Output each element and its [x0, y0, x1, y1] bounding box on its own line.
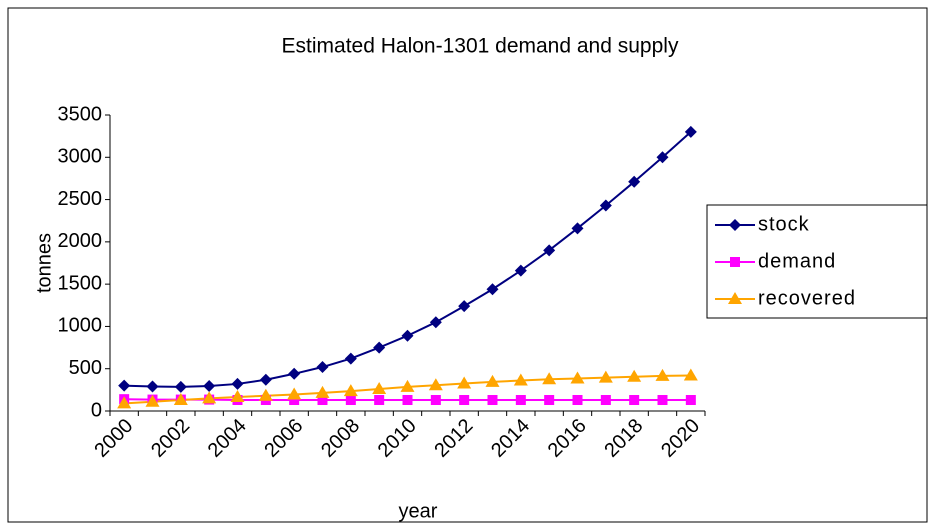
y-tick-label: 2000 — [58, 230, 103, 252]
marker — [118, 379, 131, 392]
marker — [146, 380, 159, 393]
y-tick-label: 1000 — [58, 315, 103, 337]
marker — [315, 385, 330, 398]
marker — [374, 395, 385, 406]
marker — [515, 395, 526, 406]
marker — [288, 367, 301, 380]
marker — [457, 376, 472, 389]
marker — [683, 368, 698, 381]
marker — [628, 175, 641, 188]
marker — [572, 395, 583, 406]
marker — [487, 395, 498, 406]
marker — [685, 395, 696, 406]
marker — [544, 395, 555, 406]
y-tick-label: 500 — [69, 357, 102, 379]
marker — [459, 395, 470, 406]
marker — [570, 371, 585, 384]
marker — [458, 300, 471, 313]
y-tick-label: 1500 — [58, 272, 103, 294]
marker — [486, 283, 499, 296]
marker — [629, 395, 640, 406]
chart-title: Estimated Halon-1301 demand and supply — [282, 35, 679, 58]
marker — [599, 199, 612, 212]
y-tick-label: 3500 — [58, 103, 103, 125]
marker — [684, 125, 697, 138]
marker — [174, 380, 187, 393]
marker — [258, 388, 273, 401]
legend-marker — [729, 219, 741, 231]
marker — [598, 370, 613, 383]
marker — [542, 372, 557, 385]
marker — [173, 393, 188, 406]
marker — [400, 379, 415, 392]
marker — [372, 382, 387, 395]
legend-label: demand — [758, 250, 836, 272]
marker — [514, 264, 527, 277]
marker — [656, 151, 669, 164]
legend: stock demand recovered — [706, 204, 928, 319]
y-tick-label: 2500 — [58, 188, 103, 210]
legend-marker — [728, 292, 742, 304]
marker — [571, 222, 584, 235]
marker — [117, 396, 132, 409]
marker — [513, 373, 528, 386]
marker — [373, 341, 386, 354]
marker — [230, 390, 245, 403]
marker — [402, 395, 413, 406]
y-tick-label: 0 — [91, 399, 102, 421]
marker — [345, 395, 356, 406]
marker — [316, 361, 329, 374]
marker — [429, 316, 442, 329]
marker — [317, 395, 328, 406]
marker — [430, 395, 441, 406]
marker — [543, 244, 556, 257]
marker — [231, 377, 244, 390]
x-axis-label: year — [399, 500, 438, 522]
marker — [600, 395, 611, 406]
marker — [202, 391, 217, 404]
marker — [485, 374, 500, 387]
y-tick-label: 3000 — [58, 146, 103, 168]
marker — [259, 373, 272, 386]
marker — [145, 394, 160, 407]
y-axis-label: tonnes — [33, 233, 55, 293]
legend-marker — [730, 257, 740, 267]
legend-label: recovered — [758, 287, 856, 309]
marker — [287, 387, 302, 400]
marker — [344, 352, 357, 365]
marker — [401, 329, 414, 342]
legend-label: stock — [758, 213, 810, 235]
marker — [343, 384, 358, 397]
marker — [655, 368, 670, 381]
marker — [289, 395, 300, 406]
marker — [657, 395, 668, 406]
marker — [428, 378, 443, 391]
marker — [627, 369, 642, 382]
marker — [203, 380, 216, 393]
